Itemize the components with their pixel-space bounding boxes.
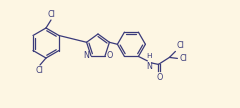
Text: O: O (156, 73, 163, 82)
Text: Cl: Cl (176, 41, 184, 50)
Text: N: N (146, 62, 152, 71)
Text: H: H (146, 53, 152, 59)
Text: Cl: Cl (47, 10, 55, 19)
Text: Cl: Cl (35, 66, 43, 75)
Text: Cl: Cl (180, 54, 187, 63)
Text: N: N (84, 51, 90, 60)
Text: O: O (107, 51, 113, 60)
